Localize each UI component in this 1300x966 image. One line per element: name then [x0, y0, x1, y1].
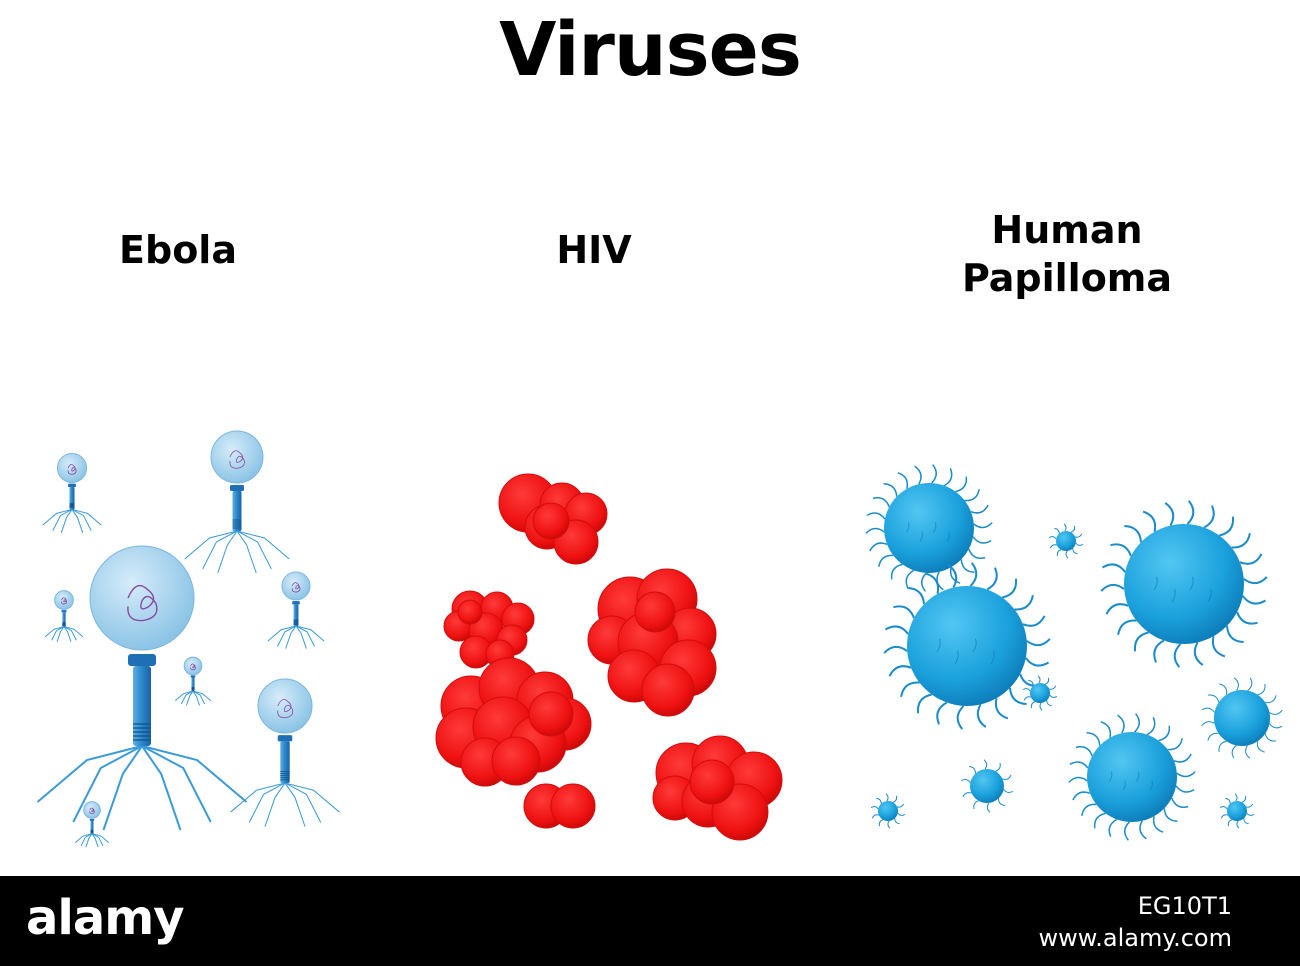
- page-title: Viruses: [499, 7, 802, 93]
- hiv-cluster: [443, 590, 535, 669]
- hiv-particle: [532, 502, 570, 540]
- hiv-cluster: [587, 568, 717, 717]
- hiv-particle: [550, 783, 596, 829]
- ebola-particle: [42, 452, 102, 534]
- ebola-virus-group: [36, 430, 340, 848]
- hiv-particle: [491, 736, 541, 786]
- hpv-label-line2: Papilloma: [961, 256, 1173, 300]
- virus-illustration: [36, 430, 1283, 848]
- ebola-particle: [174, 656, 212, 706]
- hiv-particle: [634, 591, 676, 633]
- hiv-label: HIV: [556, 228, 632, 272]
- hiv-cluster: [435, 657, 592, 787]
- brand-logo: alamy: [26, 890, 185, 946]
- hpv-label: Human Papilloma: [900, 206, 1234, 302]
- hiv-cluster: [498, 473, 608, 565]
- hpv-particle: [865, 464, 993, 592]
- hiv-particle: [689, 759, 735, 805]
- hiv-particle: [528, 691, 574, 737]
- ebola-particle: [36, 545, 248, 831]
- hpv-particle: [1201, 677, 1283, 759]
- ebola-particle: [230, 678, 340, 827]
- ebola-label: Ebola: [119, 228, 237, 272]
- hpv-particle: [1100, 500, 1268, 668]
- hpv-particle: [1219, 793, 1255, 829]
- brand-url: www.alamy.com: [1038, 924, 1232, 952]
- hiv-particle: [457, 599, 483, 625]
- ebola-particle: [267, 571, 325, 649]
- hiv-virus-group: [435, 473, 783, 841]
- hpv-particle: [870, 793, 906, 829]
- watermark-footer: alamy EG10T1 www.alamy.com: [0, 876, 1300, 966]
- hpv-particle: [960, 759, 1014, 813]
- ebola-particle: [184, 430, 290, 574]
- hpv-particle: [1048, 523, 1084, 559]
- hpv-virus-group: [865, 464, 1283, 841]
- hiv-cluster: [652, 735, 783, 841]
- ebola-particle: [44, 590, 84, 642]
- hpv-particle: [1068, 713, 1196, 841]
- hiv-particle: [641, 663, 695, 717]
- hiv-cluster: [523, 783, 596, 829]
- ebola-particle: [74, 801, 110, 848]
- hpv-particle: [883, 562, 1051, 730]
- hpv-particle: [1022, 675, 1058, 711]
- hpv-label-line1: Human: [991, 208, 1143, 252]
- image-code: EG10T1: [1137, 892, 1232, 920]
